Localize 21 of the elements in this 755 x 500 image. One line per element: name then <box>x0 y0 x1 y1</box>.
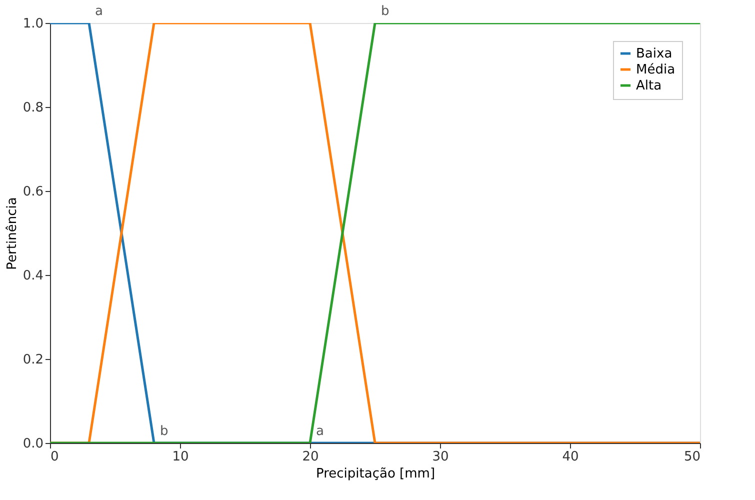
x-tick-label: 0 <box>50 450 59 464</box>
legend-label: Baixa <box>636 46 672 62</box>
x-tick-label: 20 <box>302 450 319 464</box>
y-tick-label: 0.2 <box>22 352 44 368</box>
annotation: b <box>381 4 390 19</box>
y-tick-label: 0.6 <box>22 184 44 200</box>
x-tick-label: 30 <box>432 450 449 464</box>
legend-label: Média <box>636 62 676 78</box>
annotation: b <box>160 424 168 439</box>
x-tick-label: 40 <box>562 450 579 464</box>
legend-label: Alta <box>636 78 662 94</box>
y-tick-label: 0.8 <box>22 100 44 116</box>
x-tick-label: 50 <box>684 450 700 464</box>
x-axis-title: Precipitação [mm] <box>316 466 436 482</box>
y-tick-label: 0.4 <box>22 268 44 284</box>
annotation: a <box>95 4 103 19</box>
y-tick-label: 0.0 <box>22 436 44 452</box>
x-tick-label: 10 <box>172 450 189 464</box>
annotation: a <box>316 424 324 439</box>
y-axis-title: Pertinência <box>4 197 20 270</box>
y-tick-label: 1.0 <box>22 16 44 32</box>
